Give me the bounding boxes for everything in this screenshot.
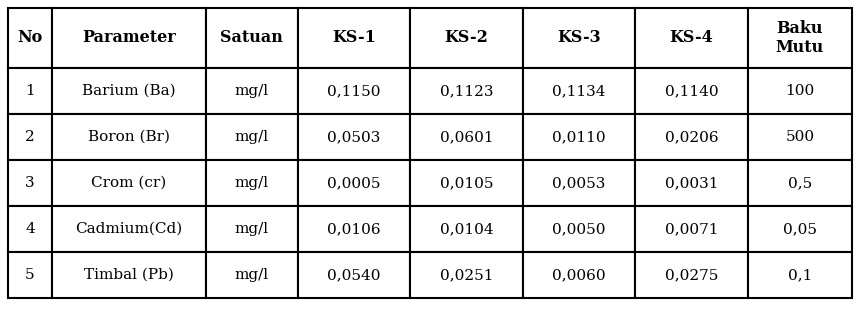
Bar <box>206 206 298 252</box>
Bar <box>748 252 852 298</box>
Bar <box>206 114 298 160</box>
Bar <box>52 160 206 206</box>
Text: 100: 100 <box>785 84 814 98</box>
Text: 3: 3 <box>25 176 34 190</box>
Bar <box>206 252 298 298</box>
Bar <box>410 114 523 160</box>
Bar <box>8 68 52 114</box>
Text: Baku
Mutu: Baku Mutu <box>776 20 824 56</box>
Text: Timbal (Pb): Timbal (Pb) <box>84 268 174 282</box>
Text: 0,1150: 0,1150 <box>327 84 381 98</box>
Bar <box>52 8 206 68</box>
Text: mg/l: mg/l <box>235 84 269 98</box>
Bar <box>523 206 636 252</box>
Text: 5: 5 <box>25 268 34 282</box>
Text: KS-4: KS-4 <box>670 29 714 46</box>
Bar <box>298 8 410 68</box>
Bar <box>8 160 52 206</box>
Bar <box>8 206 52 252</box>
Bar <box>298 160 410 206</box>
Bar <box>52 206 206 252</box>
Bar <box>206 160 298 206</box>
Bar <box>748 68 852 114</box>
Text: 0,5: 0,5 <box>788 176 812 190</box>
Text: 0,0110: 0,0110 <box>552 130 605 144</box>
Text: Crom (cr): Crom (cr) <box>91 176 167 190</box>
Text: 0,0005: 0,0005 <box>327 176 381 190</box>
Text: 0,1134: 0,1134 <box>552 84 605 98</box>
Text: Barium (Ba): Barium (Ba) <box>82 84 175 98</box>
Bar <box>410 206 523 252</box>
Bar <box>298 68 410 114</box>
Text: 0,0031: 0,0031 <box>665 176 718 190</box>
Bar <box>523 68 636 114</box>
Bar <box>8 8 52 68</box>
Text: Satuan: Satuan <box>220 29 283 46</box>
Bar <box>410 68 523 114</box>
Text: 0,0275: 0,0275 <box>665 268 718 282</box>
Bar <box>748 160 852 206</box>
Text: 0,0050: 0,0050 <box>552 222 605 236</box>
Bar <box>298 114 410 160</box>
Text: 0,0206: 0,0206 <box>665 130 718 144</box>
Bar <box>52 252 206 298</box>
Text: 0,05: 0,05 <box>783 222 817 236</box>
Text: 0,0251: 0,0251 <box>439 268 494 282</box>
Bar <box>298 206 410 252</box>
Text: 0,0105: 0,0105 <box>439 176 494 190</box>
Text: 0,0071: 0,0071 <box>665 222 718 236</box>
Bar <box>523 252 636 298</box>
Text: Cadmium(Cd): Cadmium(Cd) <box>75 222 182 236</box>
Bar <box>52 68 206 114</box>
Bar <box>410 8 523 68</box>
Text: 0,0503: 0,0503 <box>328 130 381 144</box>
Bar <box>636 160 748 206</box>
Text: 4: 4 <box>25 222 34 236</box>
Text: 500: 500 <box>785 130 814 144</box>
Text: 0,0601: 0,0601 <box>439 130 494 144</box>
Text: 2: 2 <box>25 130 34 144</box>
Text: 0,0106: 0,0106 <box>327 222 381 236</box>
Bar <box>523 114 636 160</box>
Bar <box>636 252 748 298</box>
Bar <box>636 8 748 68</box>
Bar <box>636 114 748 160</box>
Text: No: No <box>17 29 42 46</box>
Text: mg/l: mg/l <box>235 268 269 282</box>
Bar <box>410 160 523 206</box>
Text: 1: 1 <box>25 84 34 98</box>
Text: 0,1140: 0,1140 <box>665 84 718 98</box>
Bar <box>298 252 410 298</box>
Bar <box>636 68 748 114</box>
Text: mg/l: mg/l <box>235 176 269 190</box>
Text: 0,0060: 0,0060 <box>552 268 605 282</box>
Text: mg/l: mg/l <box>235 130 269 144</box>
Text: KS-2: KS-2 <box>445 29 488 46</box>
Bar <box>636 206 748 252</box>
Text: 0,1123: 0,1123 <box>439 84 494 98</box>
Text: 0,0540: 0,0540 <box>327 268 381 282</box>
Text: KS-3: KS-3 <box>557 29 601 46</box>
Bar <box>748 8 852 68</box>
Bar <box>523 8 636 68</box>
Bar <box>8 252 52 298</box>
Bar <box>748 114 852 160</box>
Text: mg/l: mg/l <box>235 222 269 236</box>
Text: 0,0053: 0,0053 <box>552 176 605 190</box>
Bar <box>206 68 298 114</box>
Text: Boron (Br): Boron (Br) <box>88 130 170 144</box>
Bar <box>523 160 636 206</box>
Bar <box>8 114 52 160</box>
Text: Parameter: Parameter <box>82 29 175 46</box>
Bar <box>206 8 298 68</box>
Text: 0,1: 0,1 <box>788 268 812 282</box>
Bar <box>410 252 523 298</box>
Bar <box>748 206 852 252</box>
Text: 0,0104: 0,0104 <box>439 222 494 236</box>
Text: KS-1: KS-1 <box>332 29 376 46</box>
Bar <box>52 114 206 160</box>
